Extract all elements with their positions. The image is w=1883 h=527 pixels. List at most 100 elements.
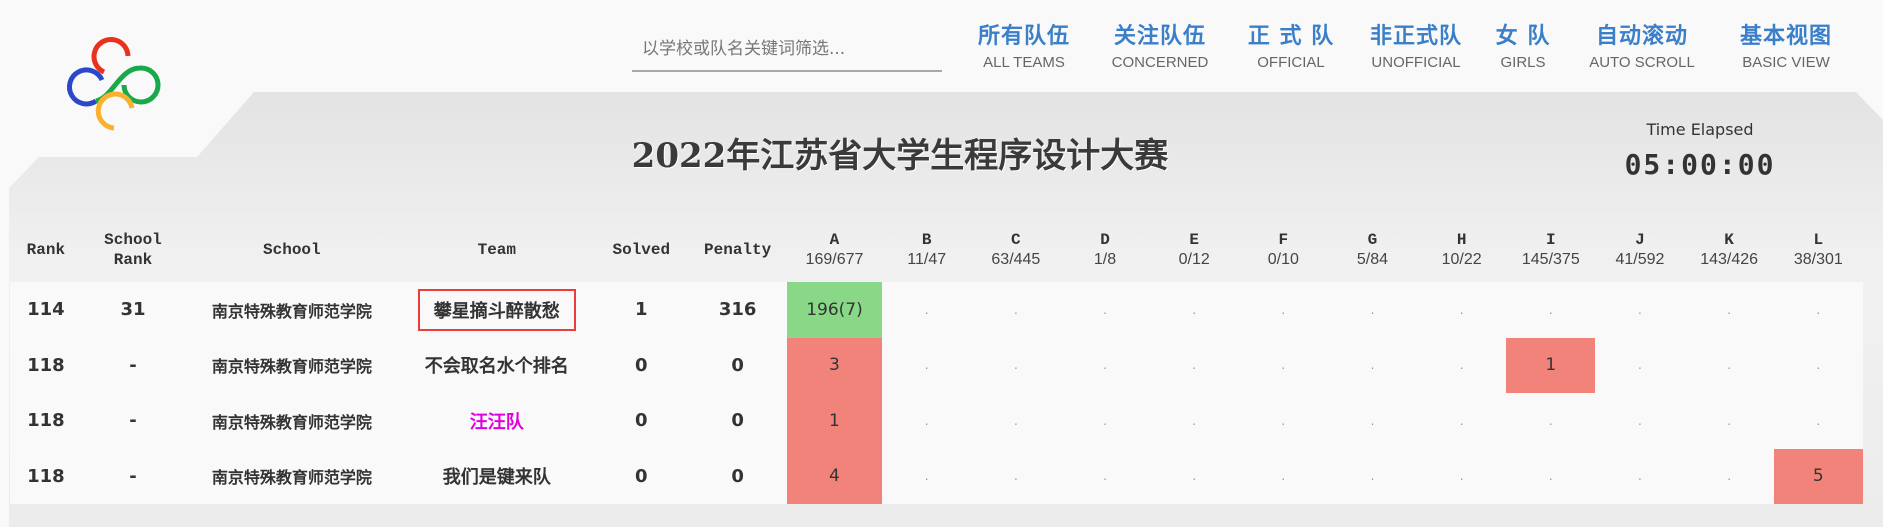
scoreboard-panel [9,92,1883,527]
header-problem-B[interactable]: B 11/47 [882,218,971,282]
problem-cell-G[interactable]: . [1370,358,1375,373]
nav-label-zh: 所有队伍 [977,24,1070,49]
problem-cell-L[interactable]: . [1816,413,1821,428]
problem-cell-A[interactable]: 1 [786,393,883,449]
header-problem-J[interactable]: J 41/592 [1595,218,1684,282]
header-problem-F[interactable]: F 0/10 [1239,218,1328,282]
problem-cell-I[interactable]: . [1548,469,1553,484]
problem-cell-G[interactable]: . [1370,469,1375,484]
problem-cell-F[interactable]: . [1281,413,1286,428]
school-cell: 南京特殊教育师范学院 [211,412,372,432]
problem-cell-B[interactable]: . [924,302,929,317]
problem-cell-A[interactable]: 3 [786,337,883,393]
problem-cell-G[interactable]: . [1370,302,1375,317]
problem-cell-C[interactable]: . [1013,302,1018,317]
problem-cell-E[interactable]: . [1192,469,1197,484]
problem-cell-K[interactable]: . [1727,469,1732,484]
nav-label-en: CONCERNED [1111,54,1209,71]
problem-cell-E[interactable]: . [1192,413,1197,428]
problem-cell-K[interactable]: . [1727,302,1732,317]
problem-cell-C[interactable]: . [1013,413,1018,428]
search-input[interactable] [632,28,942,72]
nav-label-en: ALL TEAMS [983,54,1065,71]
problem-cell-D[interactable]: . [1103,413,1107,428]
nav-label-zh: 正 式 队 [1247,24,1335,49]
problem-cell-B[interactable]: . [924,413,929,428]
problem-stat: 10/22 [1441,251,1482,268]
problem-cell-F[interactable]: . [1281,358,1286,373]
problem-cell-H[interactable]: . [1459,358,1464,373]
nav-official[interactable]: 正 式 队 OFFICIAL [1231,18,1351,71]
header-rank[interactable]: Rank [26,241,66,259]
team-name: 攀星摘斗醉散愁 [417,288,576,331]
nav-all-teams[interactable]: 所有队伍 ALL TEAMS [964,18,1084,71]
header-solved[interactable]: Solved [612,241,671,259]
nav-auto-scroll[interactable]: 自动滚动 AUTO SCROLL [1582,18,1702,71]
nav-label-en: UNOFFICIAL [1371,54,1461,71]
header-school[interactable]: School [263,241,321,259]
problem-cell-C[interactable]: . [1013,469,1018,484]
header-penalty[interactable]: Penalty [704,241,772,259]
problem-id: L [1813,231,1824,249]
problem-cell-B[interactable]: . [924,358,929,373]
problem-stat: 143/426 [1700,251,1759,268]
nav-label-zh: 关注队伍 [1113,24,1206,49]
problem-cell-D[interactable]: . [1103,358,1107,373]
problem-cell-H[interactable]: . [1459,413,1464,428]
team-cell[interactable]: 汪汪队 [399,393,594,449]
header-team[interactable]: Team [477,241,516,259]
problem-id: G [1367,231,1378,249]
problem-cell-E[interactable]: . [1192,302,1197,317]
problem-stat: 1/8 [1093,251,1117,268]
problem-cell-A[interactable]: 4 [786,448,883,504]
problem-cell-E[interactable]: . [1192,358,1197,373]
rank-cell: 118 [27,410,65,432]
problem-cell-F[interactable]: . [1281,302,1286,317]
problem-cell-H[interactable]: . [1459,469,1464,484]
header-problem-C[interactable]: C 63/445 [971,218,1060,282]
problem-id: F [1278,231,1289,249]
nav-concerned[interactable]: 关注队伍 CONCERNED [1100,18,1220,71]
header-school-rank[interactable]: School Rank [104,231,162,269]
team-cell[interactable]: 攀星摘斗醉散愁 [399,282,594,338]
problem-cell-I[interactable]: 1 [1506,337,1596,393]
problem-cell-K[interactable]: . [1727,358,1732,373]
problem-cell-G[interactable]: . [1370,413,1375,428]
problem-cell-L[interactable]: . [1816,358,1821,373]
nav-basic-view[interactable]: 基本视图 BASIC VIEW [1726,18,1846,71]
problem-cell-F[interactable]: . [1281,469,1286,484]
problem-cell-J[interactable]: . [1638,413,1642,428]
problem-cell-H[interactable]: . [1459,302,1464,317]
table-row[interactable]: 118 - 南京特殊教育师范学院 不会取名水个排名 0 0 3....... 1..… [10,337,1863,394]
problem-cell-K[interactable]: . [1727,413,1732,428]
problem-cell-B[interactable]: . [924,469,929,484]
header-problem-L[interactable]: L 38/301 [1774,218,1863,282]
header-problem-A[interactable]: A 169/677 [787,218,882,282]
problem-cell-A[interactable]: 196(7) [786,282,883,338]
problem-cell-I[interactable]: . [1548,302,1553,317]
problem-cell-L[interactable]: 5 [1773,448,1863,504]
table-row[interactable]: 118 - 南京特殊教育师范学院 我们是键来队 0 0 4.......... 5 [10,448,1863,505]
problem-cell-C[interactable]: . [1013,358,1018,373]
problem-cell-I[interactable]: . [1548,413,1553,428]
problem-cell-D[interactable]: . [1103,302,1107,317]
table-row[interactable]: 118 - 南京特殊教育师范学院 汪汪队 0 0 1........... [10,393,1863,449]
problem-cell-J[interactable]: . [1638,302,1642,317]
problem-cell-J[interactable]: . [1638,469,1642,484]
table-row[interactable]: 114 31 南京特殊教育师范学院 攀星摘斗醉散愁 1 316 196(7)...… [10,282,1863,338]
nav-unofficial[interactable]: 非正式队 UNOFFICIAL [1356,18,1476,71]
school-cell: 南京特殊教育师范学院 [211,357,372,377]
header-problem-E[interactable]: E 0/12 [1150,218,1239,282]
team-cell[interactable]: 不会取名水个排名 [399,338,594,394]
problem-cell-J[interactable]: . [1638,358,1642,373]
problem-cell-L[interactable]: . [1816,302,1821,317]
problem-cell-D[interactable]: . [1103,469,1107,484]
header-problem-D[interactable]: D 1/8 [1060,218,1149,282]
team-cell[interactable]: 我们是键来队 [399,449,594,505]
header-problem-K[interactable]: K 143/426 [1685,218,1774,282]
problem-id: D [1100,231,1110,249]
header-problem-H[interactable]: H 10/22 [1417,218,1506,282]
header-problem-I[interactable]: I 145/375 [1506,218,1595,282]
header-problem-G[interactable]: G 5/84 [1328,218,1417,282]
nav-girls[interactable]: 女 队 GIRLS [1463,18,1583,71]
